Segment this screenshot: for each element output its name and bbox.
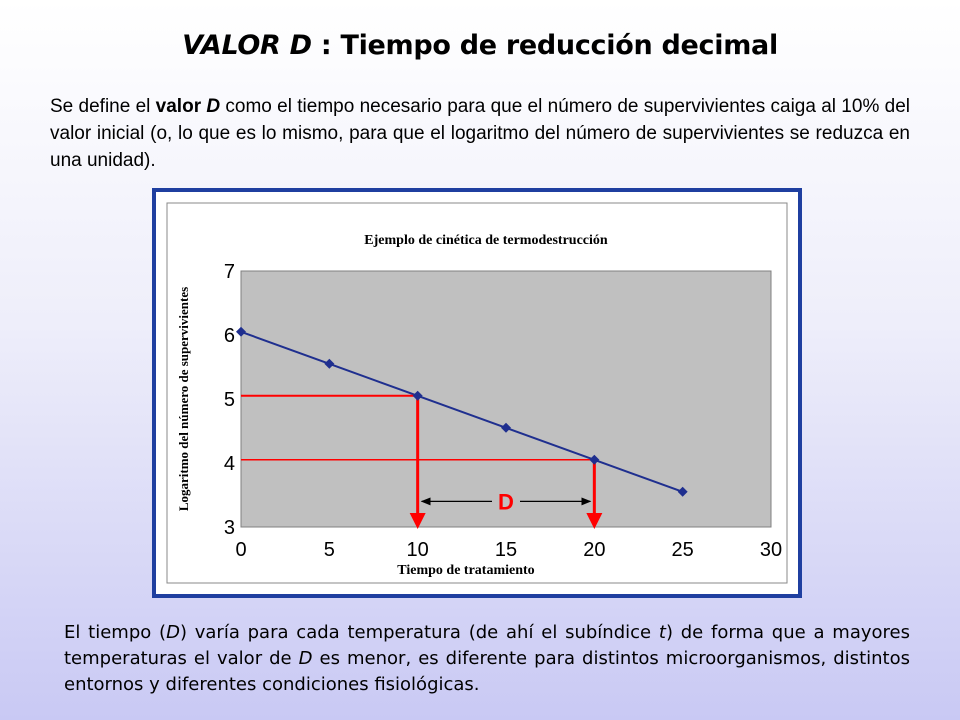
- x-tick-label: 25: [672, 539, 694, 561]
- outro-text-3: ) de forma que a mayores temperaturas el…: [64, 622, 910, 669]
- x-tick-label: 30: [760, 539, 782, 561]
- plot-area: [240, 270, 772, 528]
- outro-italic-d2: D: [298, 648, 313, 669]
- data-point: [589, 454, 600, 465]
- intro-italic-d: D: [206, 96, 221, 117]
- intro-paragraph: Se define el valor D como el tiempo nece…: [50, 93, 910, 174]
- x-tick-label: 20: [583, 539, 605, 561]
- outro-text-1: El tiempo (: [64, 622, 167, 643]
- outro-paragraph: El tiempo (D) varía para cada temperatur…: [64, 620, 910, 698]
- drop-arrow: [586, 513, 603, 529]
- chart-title: Ejemplo de cinética de termodestrucción: [364, 233, 608, 248]
- page-title: VALOR D : Tiempo de reducción decimal: [0, 30, 960, 61]
- x-tick-label: 10: [407, 539, 429, 561]
- y-tick-label: 7: [224, 261, 235, 283]
- outro-italic-d1: D: [166, 622, 180, 643]
- y-tick-label: 5: [224, 389, 235, 411]
- x-axis-label: Tiempo de tratamiento: [397, 563, 534, 578]
- y-tick-label: 3: [224, 517, 235, 539]
- outro-italic-t: t: [658, 622, 666, 643]
- x-tick-label: 0: [235, 539, 246, 561]
- x-tick-label: 15: [495, 539, 517, 561]
- outro-text-2: ) varía para cada temperatura (de ahí el…: [179, 622, 659, 643]
- intro-text-3: como el tiempo necesario para que el núm…: [50, 96, 910, 171]
- y-tick-label: 6: [224, 325, 235, 347]
- outro-text-4: es menor, es diferente para distintos mi…: [64, 648, 910, 695]
- data-point: [236, 326, 246, 337]
- d-label-bg: [492, 489, 520, 514]
- x-tick-label: 5: [324, 539, 335, 561]
- series-line: [240, 330, 684, 493]
- intro-text-1: Se define el: [50, 96, 156, 117]
- y-axis-label: Logaritmo del número de supervivientes: [176, 287, 191, 511]
- chart-svg: Ejemplo de cinética de termodestrucción 3…: [166, 202, 788, 584]
- drop-arrow: [409, 513, 426, 529]
- y-tick-label: 4: [224, 453, 235, 475]
- data-point: [412, 390, 423, 401]
- data-point: [501, 422, 511, 433]
- page-title-italic: VALOR D: [182, 30, 312, 61]
- page-title-rest: : Tiempo de reducción decimal: [311, 30, 778, 61]
- data-point: [677, 486, 688, 497]
- intro-bold-valor: valor: [155, 96, 202, 117]
- data-point: [324, 358, 335, 369]
- d-label: D: [498, 489, 514, 514]
- chart-frame: Ejemplo de cinética de termodestrucción 3…: [152, 188, 802, 598]
